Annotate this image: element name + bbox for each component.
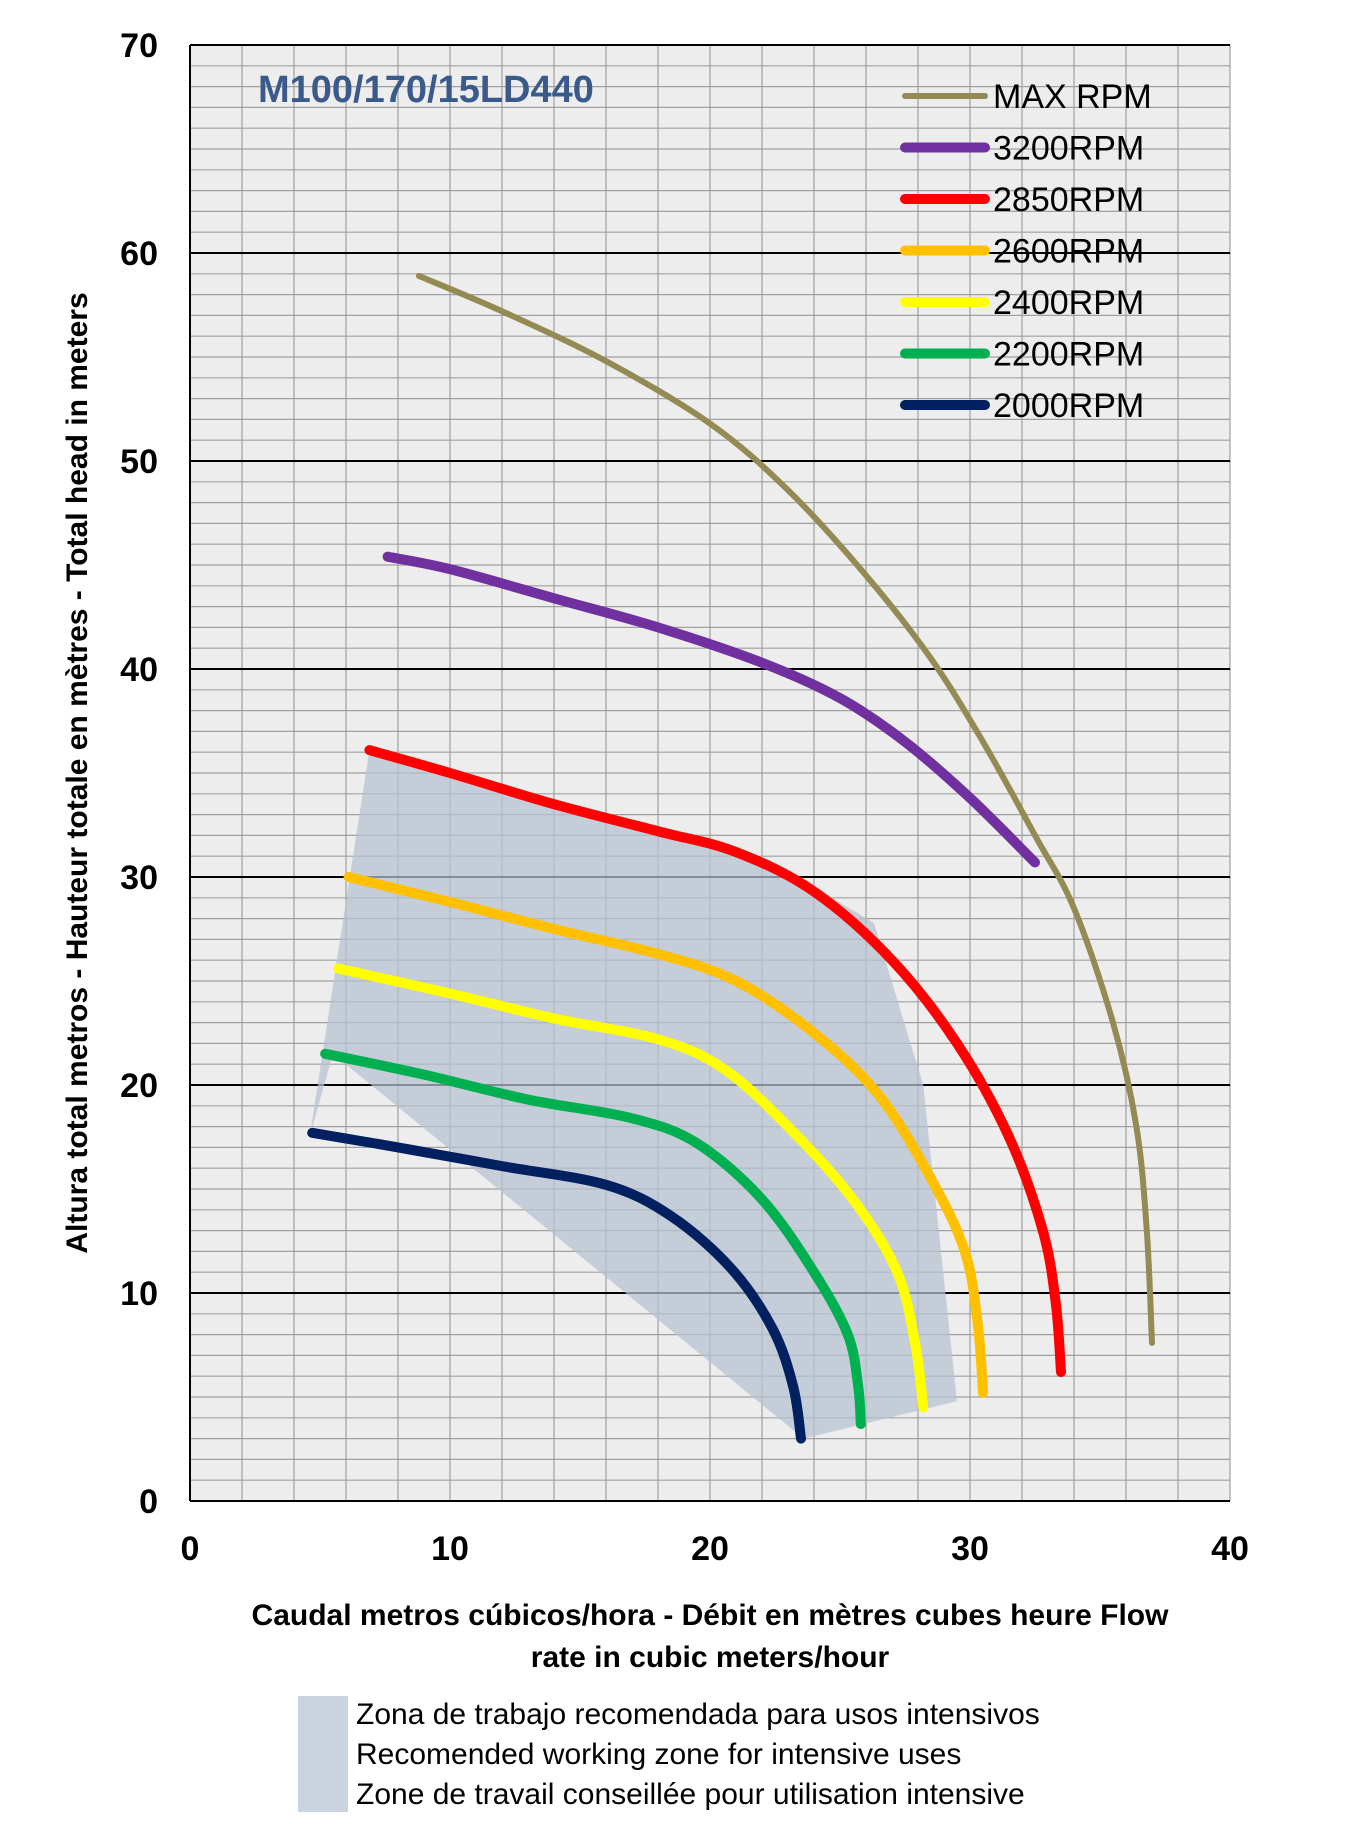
y-tick-labels: 0 10 20 30 40 50 60 70 (120, 27, 158, 1521)
legend: MAX RPM 3200RPM 2850RPM 2600RPM 2400RPM 2200R… (900, 78, 1152, 425)
series-line-2850rpm (364, 745, 1066, 1378)
x-axis-label-line-1: Caudal metros cúbicos/hora - Débit en mè… (252, 1599, 1170, 1632)
zone-legend-line-1: Zona de trabajo recomendada para usos in… (356, 1698, 1040, 1731)
zone-legend-line-2: Recomended working zone for intensive us… (356, 1738, 961, 1771)
x-tick-labels: 0 10 20 30 40 (181, 1530, 1249, 1568)
series-line-2200rpm (320, 1048, 866, 1430)
series-line-2600rpm (343, 872, 988, 1398)
axes (189, 45, 1230, 1502)
x-tick-label: 20 (691, 1530, 729, 1568)
y-tick-label: 70 (120, 27, 158, 65)
legend-label-2600rpm: 2600RPM (993, 233, 1144, 271)
series-line-2400rpm (333, 963, 929, 1413)
chart-title: M100/170/15LD440 (258, 69, 594, 111)
x-tick-label: 30 (951, 1530, 989, 1568)
series-line-max-rpm (415, 272, 1155, 1346)
legend-label-max-rpm: MAX RPM (993, 78, 1152, 116)
recommended-working-zone (309, 750, 958, 1439)
x-tick-label: 0 (181, 1530, 200, 1568)
y-tick-label: 20 (120, 1067, 158, 1105)
y-tick-label: 50 (120, 443, 158, 481)
zone-legend-line-3: Zone de travail conseillée pour utilisat… (356, 1778, 1025, 1811)
series-line-3200rpm (382, 551, 1040, 868)
y-tick-label: 60 (120, 235, 158, 273)
x-axis-label-line-2: rate in cubic meters/hour (531, 1641, 890, 1674)
series-lines (307, 272, 1155, 1444)
y-tick-label: 10 (120, 1275, 158, 1313)
legend-label-2850rpm: 2850RPM (993, 181, 1144, 219)
legend-label-3200rpm: 3200RPM (993, 130, 1144, 168)
series-line-2000rpm (307, 1127, 806, 1444)
legend-label-2200rpm: 2200RPM (993, 336, 1144, 374)
legend-label-2400rpm: 2400RPM (993, 284, 1144, 322)
x-tick-label: 10 (431, 1530, 469, 1568)
zone-legend-swatch (298, 1696, 348, 1812)
y-tick-label: 40 (120, 651, 158, 689)
legend-label-2000rpm: 2000RPM (993, 387, 1144, 425)
y-axis-label: Altura total metros - Hauteur totale en … (61, 292, 94, 1253)
y-tick-label: 0 (139, 1483, 158, 1521)
x-tick-label: 40 (1211, 1530, 1249, 1568)
y-tick-label: 30 (120, 859, 158, 897)
